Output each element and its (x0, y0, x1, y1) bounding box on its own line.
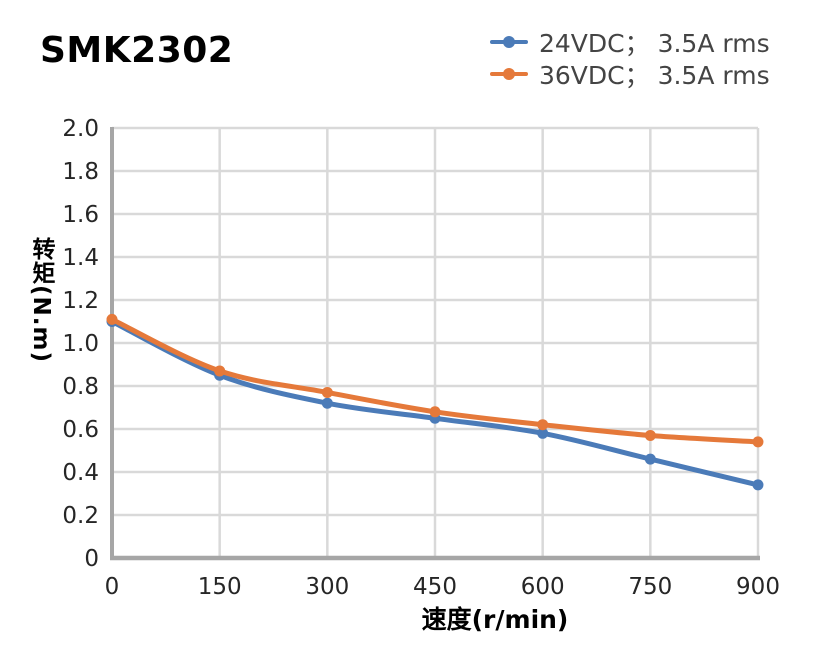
data-point-series-0 (321, 397, 333, 409)
data-point-series-1 (537, 419, 549, 431)
data-point-series-1 (752, 436, 764, 448)
legend-line-dot-icon (490, 59, 528, 89)
data-point-series-1 (321, 386, 333, 398)
x-tick-label: 300 (305, 574, 349, 600)
x-tick-label: 450 (413, 574, 457, 600)
data-point-series-0 (537, 427, 549, 439)
data-point-series-1 (644, 429, 656, 441)
y-tick-label: 1.0 (62, 331, 99, 357)
legend: 24VDC； 3.5A rms 36VDC； 3.5A rms (490, 27, 770, 90)
x-tick-label: 600 (521, 574, 565, 600)
y-tick-label: 0.8 (62, 374, 99, 400)
x-tick-label: 750 (628, 574, 672, 600)
x-tick-label: 150 (198, 574, 242, 600)
y-tick-label: 2.0 (62, 116, 99, 142)
y-tick-label: 0 (84, 546, 99, 572)
y-tick-label: 0.2 (62, 503, 99, 529)
legend-line-dot-icon (490, 27, 528, 57)
data-point-series-0 (644, 453, 656, 465)
x-axis-title: 速度(r/min) (421, 605, 569, 634)
legend-dot-icon (503, 36, 515, 48)
page-title: SMK2302 (40, 30, 234, 71)
y-tick-label: 0.4 (62, 460, 99, 486)
data-point-series-1 (214, 365, 226, 377)
legend-label-36vdc: 36VDC； 3.5A rms (539, 61, 770, 90)
y-tick-label: 1.8 (62, 159, 99, 185)
y-tick-label: 1.6 (62, 202, 99, 228)
legend-item-36vdc: 36VDC； 3.5A rms (490, 59, 770, 90)
data-point-series-1 (106, 313, 118, 325)
x-tick-label: 0 (105, 574, 120, 600)
y-axis-title: 转矩(N.m) (28, 237, 54, 363)
legend-label-24vdc: 24VDC； 3.5A rms (539, 29, 770, 58)
legend-item-24vdc: 24VDC； 3.5A rms (490, 27, 770, 58)
legend-dot-icon (503, 68, 515, 80)
data-point-series-1 (429, 406, 441, 418)
y-tick-label: 1.2 (62, 288, 99, 314)
y-tick-label: 0.6 (62, 417, 99, 443)
y-tick-label: 1.4 (62, 245, 99, 271)
x-tick-label: 900 (736, 574, 780, 600)
data-point-series-0 (752, 479, 764, 491)
